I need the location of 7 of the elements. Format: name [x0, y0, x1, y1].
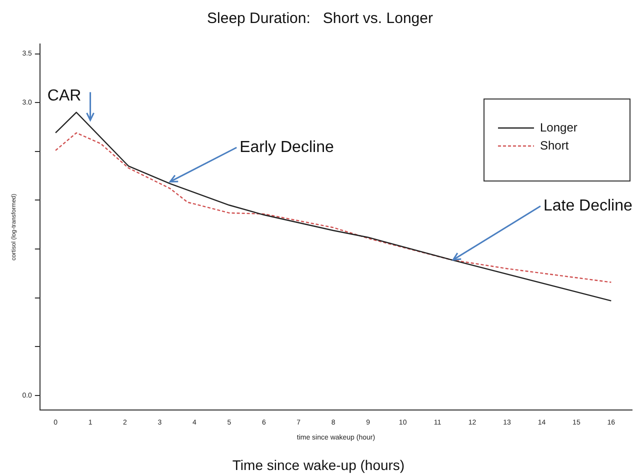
annotation: CAR	[47, 88, 82, 105]
text: Time since wake-up (hours)	[232, 457, 405, 473]
legend-label: Short	[540, 138, 570, 152]
annotation: Early Decline	[240, 138, 334, 156]
annotation: Late Decline	[543, 198, 632, 215]
chart-title: Sleep Duration: Short vs. Longer	[207, 10, 433, 28]
legend-label: Longer	[540, 120, 578, 134]
